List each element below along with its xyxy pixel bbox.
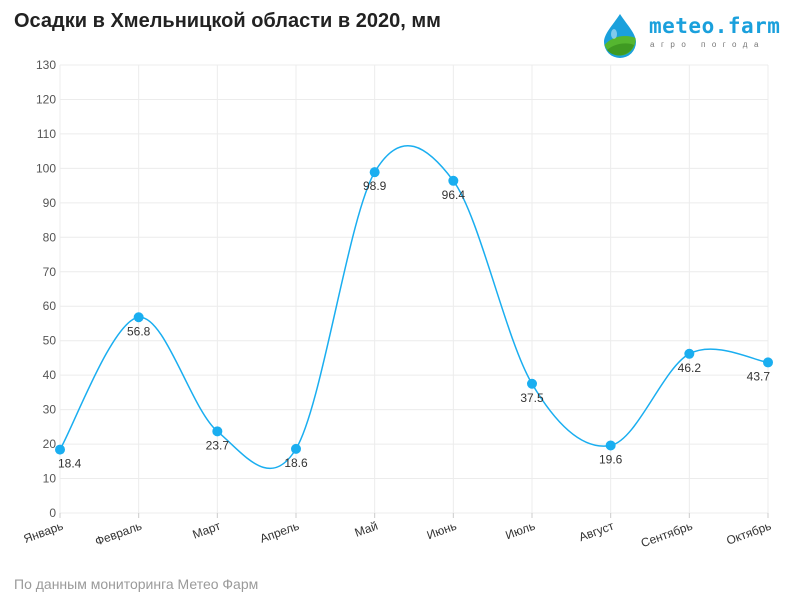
data-label: 56.8 [127, 324, 151, 338]
y-tick-label: 50 [43, 334, 57, 348]
chart-title: Осадки в Хмельницкой области в 2020, мм [14, 10, 441, 32]
y-tick-label: 90 [43, 196, 57, 210]
y-tick-label: 70 [43, 265, 57, 279]
y-tick-label: 100 [36, 161, 56, 175]
y-tick-label: 80 [43, 230, 57, 244]
series-line [59, 144, 769, 470]
x-tick-label: Август [577, 518, 616, 544]
data-point [684, 348, 695, 359]
chart-grid [59, 64, 769, 518]
data-label: 37.5 [520, 391, 544, 405]
x-tick-label: Февраль [93, 519, 144, 549]
data-point [55, 444, 65, 455]
data-label: 98.9 [363, 179, 387, 193]
data-point [605, 440, 616, 451]
x-tick-label: Апрель [258, 519, 301, 546]
data-point [448, 175, 459, 186]
data-point [133, 312, 144, 323]
x-axis-ticks: Январь Февраль Март Апрель Май Июнь Июль Август… [22, 518, 773, 550]
data-label: 18.4 [58, 457, 82, 471]
y-tick-label: 120 [36, 92, 56, 106]
data-label: 46.2 [678, 361, 702, 375]
y-tick-label: 20 [43, 437, 57, 451]
data-labels: 18.4 56.8 23.7 18.6 98.9 96.4 37.5 19.6 46.2 43.7 [58, 179, 770, 470]
data-label: 23.7 [206, 438, 230, 452]
data-point [527, 378, 537, 389]
y-tick-label: 40 [43, 368, 57, 382]
x-tick-label: Июль [503, 519, 537, 543]
x-tick-label: Январь [22, 519, 65, 546]
data-label: 18.6 [284, 456, 308, 470]
y-tick-label: 110 [37, 127, 56, 141]
data-point [763, 357, 773, 368]
x-tick-label: Сентябрь [639, 519, 694, 551]
data-points [55, 167, 773, 455]
logo-tagline: агро погода [650, 40, 765, 49]
y-tick-label: 130 [36, 58, 56, 72]
data-point [291, 443, 301, 454]
y-tick-label: 60 [43, 299, 57, 313]
y-axis-ticks: 0 10 20 30 40 50 60 70 80 90 100 110 120 130 [36, 58, 56, 520]
meteo-farm-logo[interactable]: meteo.farm агро погода [600, 12, 780, 58]
logo-text: meteo.farm [649, 14, 781, 38]
x-tick-label: Июнь [425, 519, 458, 543]
source-note: По данным мониторинга Метео Фарм [14, 576, 259, 592]
y-tick-label: 0 [49, 506, 56, 520]
data-label: 96.4 [442, 188, 466, 202]
y-tick-label: 30 [43, 403, 57, 417]
data-label: 43.7 [747, 369, 771, 383]
y-tick-label: 10 [43, 472, 57, 486]
x-tick-label: Октябрь [725, 519, 773, 548]
series-line-group [59, 144, 769, 470]
data-point [369, 167, 380, 178]
data-point [212, 426, 223, 437]
data-label: 19.6 [599, 452, 623, 466]
x-tick-label: Март [191, 518, 223, 541]
x-tick-label: Май [353, 519, 380, 540]
meteo-farm-drop-icon [604, 14, 636, 58]
